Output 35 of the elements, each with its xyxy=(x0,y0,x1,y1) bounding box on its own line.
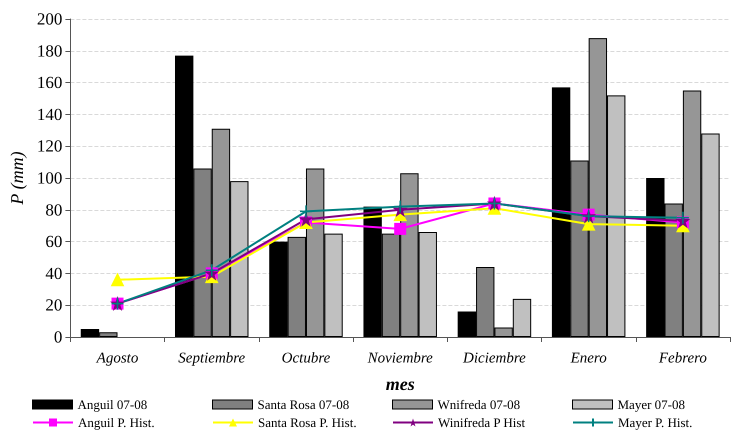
point xyxy=(393,200,407,214)
y-tick-label: 60 xyxy=(45,232,62,252)
legend-label: Mayer P. Hist. xyxy=(618,415,692,430)
x-tick-label: Septiembre xyxy=(178,350,246,366)
y-tick-label: 200 xyxy=(36,10,62,28)
point xyxy=(111,273,124,286)
y-tick-label: 80 xyxy=(45,200,62,220)
x-tick-label: Enero xyxy=(570,350,608,366)
legend-label: Anguil P. Hist. xyxy=(78,415,155,430)
y-tick-label: 120 xyxy=(36,136,62,156)
legend-label: Anguil 07-08 xyxy=(78,397,148,412)
y-tick-label: 180 xyxy=(36,41,62,60)
legend-label: Winifreda P Hist xyxy=(438,415,526,430)
y-tick-label: 40 xyxy=(45,264,62,283)
x-tick-label: Diciembre xyxy=(462,350,526,366)
y-tick-label: 100 xyxy=(36,168,62,188)
point xyxy=(394,222,406,235)
point xyxy=(299,212,312,226)
x-tick-label: Febrero xyxy=(658,350,708,366)
legend-label: Wnifreda 07-08 xyxy=(438,397,520,412)
y-tick-label: 140 xyxy=(36,104,62,124)
y-tick-label: 160 xyxy=(36,73,62,92)
point xyxy=(299,204,313,218)
legend-label: Santa Rosa 07-08 xyxy=(258,397,350,412)
x-tick-label: Agosto xyxy=(96,350,139,366)
y-tick-label: 0 xyxy=(54,328,62,346)
legend-label: Santa Rosa P. Hist. xyxy=(258,415,357,430)
y-tick-label: 20 xyxy=(45,296,62,315)
legend-label: Mayer 07-08 xyxy=(618,397,686,412)
x-axis-title: mes xyxy=(386,374,415,394)
x-tick-label: Octubre xyxy=(282,350,331,366)
x-tick-label: Noviembre xyxy=(366,350,434,366)
point xyxy=(204,263,218,277)
y-axis-title: P (mm) xyxy=(7,151,27,206)
point xyxy=(676,211,690,224)
